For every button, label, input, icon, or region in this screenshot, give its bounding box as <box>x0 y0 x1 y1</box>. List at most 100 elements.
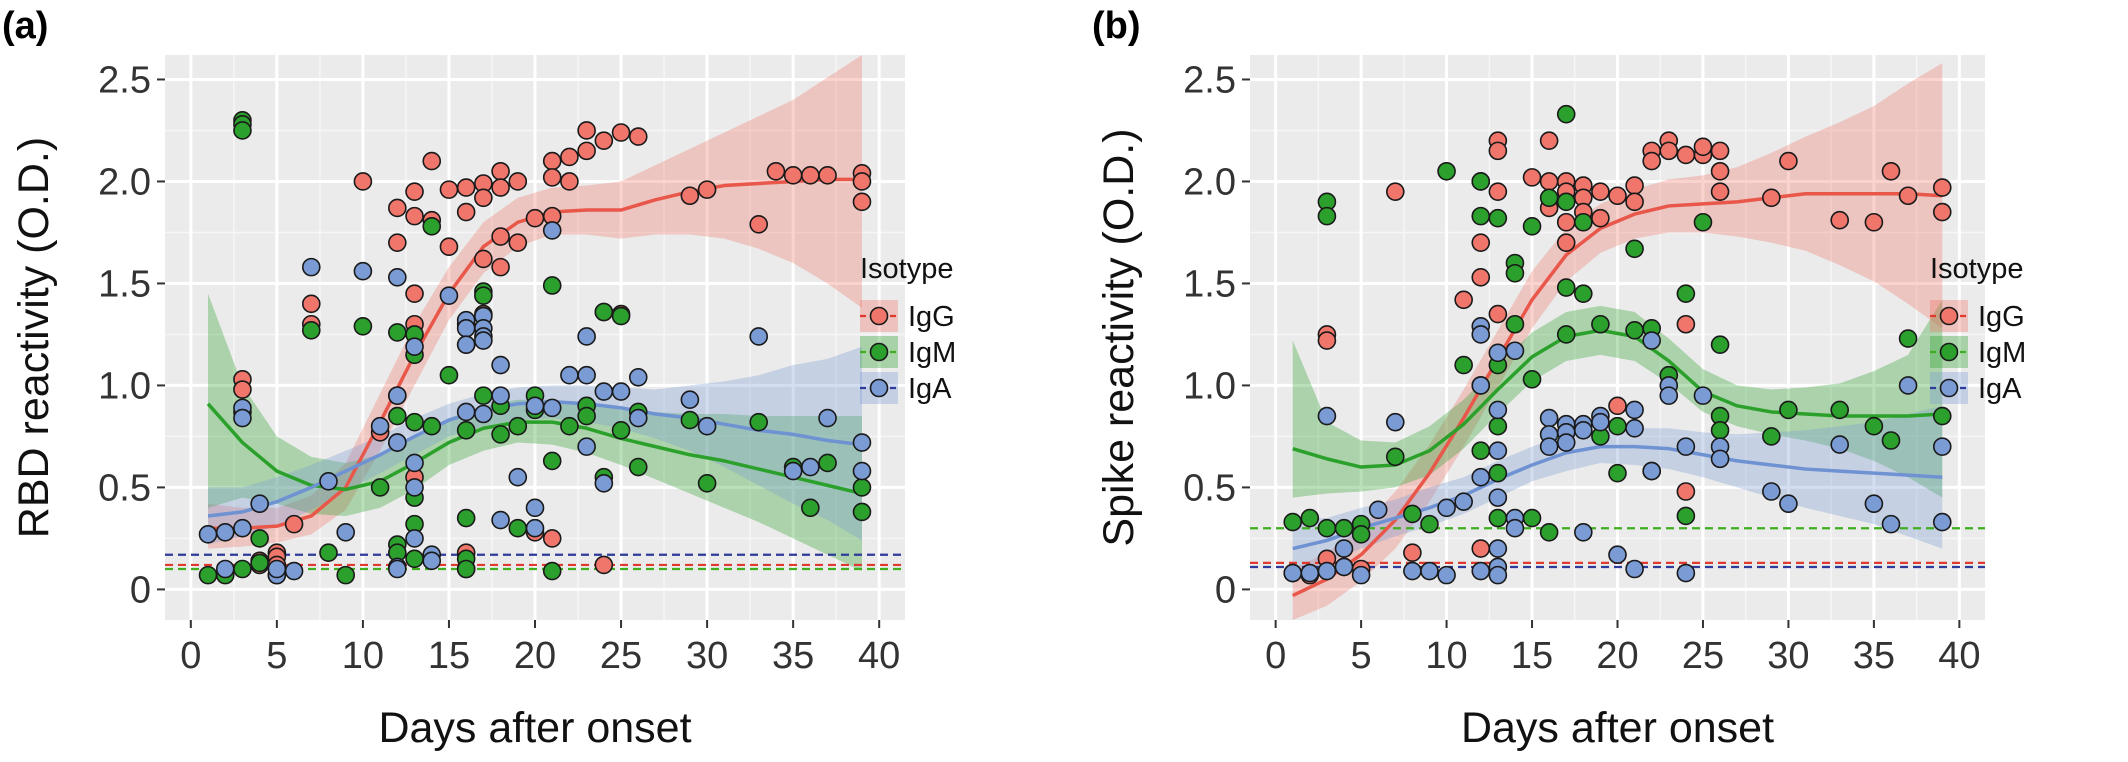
data-point-iga <box>1300 563 1320 583</box>
data-point-iga <box>1676 563 1696 583</box>
data-point-iga <box>1625 418 1644 438</box>
data-point-igm <box>1762 427 1781 446</box>
legend-key-point <box>869 378 889 398</box>
data-point-iga <box>1488 488 1508 507</box>
data-point-igm <box>422 416 442 436</box>
y-tick-label: 0.5 <box>98 467 151 509</box>
data-point-igm <box>1710 335 1730 354</box>
data-point-igg <box>628 127 648 146</box>
data-point-iga <box>215 522 235 542</box>
data-point-iga <box>1488 441 1508 461</box>
data-point-igm <box>1471 441 1491 461</box>
y-tick-label: 0 <box>130 569 151 611</box>
data-point-iga <box>439 286 459 305</box>
data-point-igm <box>1283 512 1303 532</box>
data-point-igg <box>508 233 528 252</box>
data-point-igg <box>491 257 510 277</box>
fit-line-iga <box>1292 444 1943 551</box>
data-point-igg <box>852 172 872 191</box>
data-point-iga <box>233 408 252 428</box>
data-point-igm <box>233 121 252 140</box>
x-tick-label: 5 <box>266 635 287 677</box>
data-point-igg <box>474 249 493 269</box>
data-point-igg <box>1454 290 1473 310</box>
data-point-iga <box>852 461 872 481</box>
data-point-igm <box>1403 504 1422 524</box>
data-point-igg <box>801 166 820 185</box>
data-point-iga <box>1710 449 1730 469</box>
data-point-igg <box>1932 202 1952 222</box>
data-point-iga <box>1574 522 1593 542</box>
data-point-igm <box>1334 518 1354 538</box>
panel-a-rbd-chart: 0 0.5 1.0 1.5 2.0 2.5 0 5 10 15 20 25 30 35 40 Days aft… <box>2 5 956 752</box>
data-point-igg <box>1539 131 1559 150</box>
y-tick-label: 1.0 <box>98 365 151 407</box>
data-point-iga <box>405 337 424 356</box>
data-point-igm <box>1608 463 1627 483</box>
data-point-iga <box>215 559 235 579</box>
data-point-igg <box>525 208 545 228</box>
data-point-iga <box>1454 492 1473 511</box>
legend-title: Isotype <box>1930 253 2024 285</box>
y-tick-label: 2.0 <box>1183 161 1236 203</box>
data-point-iga <box>1471 376 1491 395</box>
data-point-iga <box>628 408 648 428</box>
data-point-igm <box>542 561 562 581</box>
data-point-igg <box>1556 233 1576 252</box>
data-point-igg <box>1830 210 1850 230</box>
data-point-igg <box>1471 539 1491 558</box>
data-point-iga <box>1368 500 1388 520</box>
data-point-iga <box>1932 512 1952 532</box>
data-point-igm <box>680 410 700 430</box>
data-point-iga <box>801 457 820 477</box>
legend-key-point <box>1939 306 1959 326</box>
data-point-iga <box>1403 561 1422 581</box>
data-point-igg <box>783 166 803 185</box>
confidence-band-iga <box>208 346 862 545</box>
data-point-igm <box>1505 263 1525 283</box>
data-point-igm <box>749 412 769 432</box>
data-point-igm <box>818 453 837 473</box>
data-point-iga <box>1385 412 1405 432</box>
data-point-igm <box>611 421 631 440</box>
confidence-band-igm <box>1292 299 1943 498</box>
data-point-iga <box>1471 561 1491 581</box>
data-point-igm <box>1471 172 1491 191</box>
data-point-igm <box>628 457 648 477</box>
data-point-igm <box>1522 370 1542 389</box>
data-point-igg <box>353 172 373 191</box>
legend-label-igg: IgG <box>1978 301 2025 333</box>
y-tick-label: 1.5 <box>1183 263 1236 305</box>
data-point-igg <box>1710 161 1730 181</box>
data-point-igg <box>405 284 424 303</box>
data-point-igm <box>1437 161 1456 181</box>
x-tick-label: 0 <box>180 635 201 677</box>
data-point-igg <box>680 186 700 206</box>
data-point-igg <box>1471 233 1491 252</box>
x-tick-label: 25 <box>1682 635 1724 677</box>
data-point-iga <box>1625 400 1644 420</box>
data-point-igm <box>1676 284 1696 303</box>
data-point-igg <box>1556 212 1576 232</box>
data-point-iga <box>1488 565 1508 585</box>
data-point-igg <box>405 206 424 226</box>
data-point-igg <box>852 192 872 212</box>
data-point-igg <box>1591 208 1610 228</box>
legend-key-point <box>869 342 889 362</box>
data-point-iga <box>1334 539 1354 558</box>
data-point-igm <box>577 406 596 426</box>
data-point-igg <box>1539 172 1559 191</box>
y-tick-label: 0 <box>1215 569 1236 611</box>
data-point-igm <box>1556 192 1576 212</box>
data-point-iga <box>388 433 407 452</box>
panel-b-spike-chart: 0 0.5 1.0 1.5 2.0 2.5 0 5 10 15 20 25 30 35 40 Days aft… <box>1092 5 2026 752</box>
data-point-igm <box>198 565 218 585</box>
data-point-iga <box>1317 561 1337 581</box>
data-point-iga <box>405 453 424 473</box>
data-point-iga <box>1505 518 1525 538</box>
data-point-igg <box>491 178 510 197</box>
data-point-iga <box>611 382 631 401</box>
data-point-igm <box>319 543 338 562</box>
data-point-igm <box>370 478 390 497</box>
